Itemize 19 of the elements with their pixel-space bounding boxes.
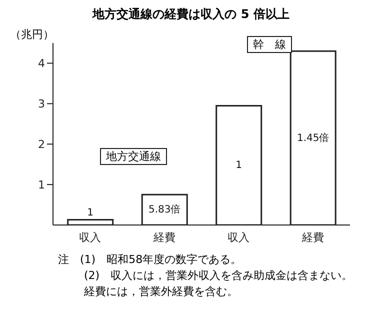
annotation: 幹 線 [247,36,292,53]
annotation: 1.45倍 [296,132,330,144]
y-tick-label: 4 [38,57,45,70]
y-axis-title: （兆円） [10,27,54,42]
text: (2) 収入には，営業外収入を含み助成金は含まない。 [84,268,353,283]
y-tick-label: 1 [38,178,45,192]
chart-title: 地方交通線の経費は収入の 5 倍以上 [91,6,290,23]
y-tick-label: 2 [38,138,45,152]
text: 経費には，営業外経費を含む。 [84,284,238,299]
annotation: 1 [87,208,94,219]
x-tick-label: 経費 [152,230,176,244]
x-tick-label: 収入 [79,230,102,244]
annotation: 1 [236,160,242,172]
annotation: 5.83倍 [148,204,181,216]
annotation: 地方交通線 [100,148,167,165]
x-tick-label: 経費 [300,230,324,244]
text: 注 (1) 昭和58年度の数字である。 [58,252,242,267]
y-tick-label: 3 [38,98,45,111]
x-tick-label: 収入 [228,230,250,244]
